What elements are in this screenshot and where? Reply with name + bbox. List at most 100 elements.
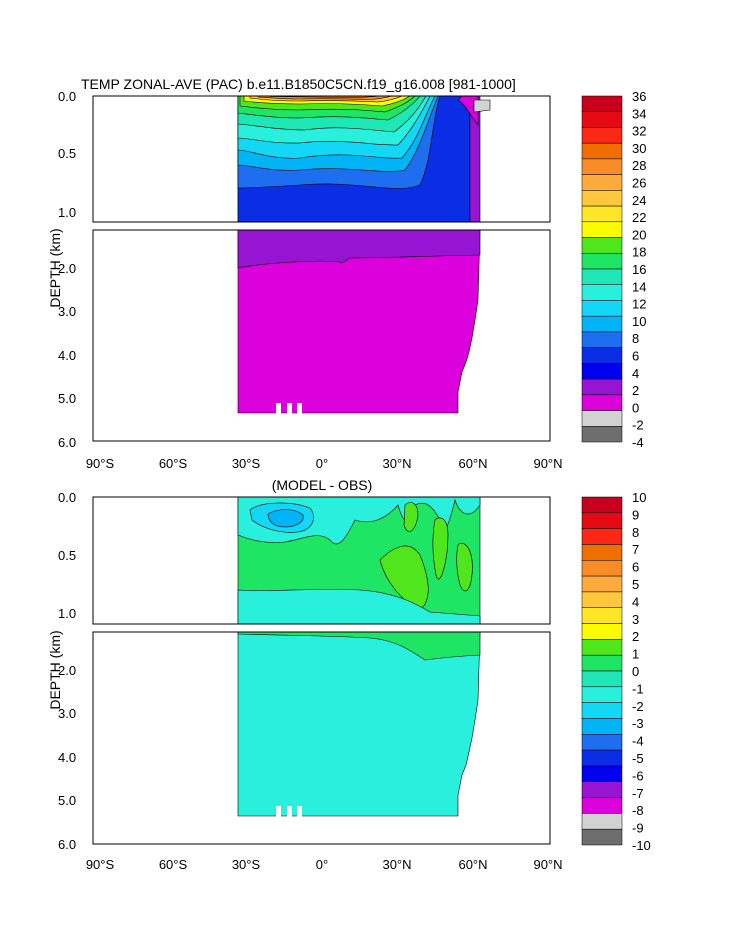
temp-colorbar-swatch xyxy=(581,221,623,238)
diff-y-tick-3: 2.0 xyxy=(58,663,76,678)
diff-colorbar-label: 8 xyxy=(632,525,639,540)
diff-x-tick-2: 30°S xyxy=(232,857,261,872)
temp-colorbar-label: 6 xyxy=(632,349,639,364)
temp-x-tick-0: 90°S xyxy=(86,456,115,471)
temp-colorbar-swatch xyxy=(581,394,623,411)
diff-colorbar-swatch xyxy=(581,813,623,830)
temp-gap-2 xyxy=(287,403,292,414)
temp-colorbar-swatch xyxy=(581,315,623,333)
temp-colorbar-swatch xyxy=(581,300,623,317)
diff-y-tick-7: 6.0 xyxy=(58,837,76,852)
temp-y-label: DEPTH (km) xyxy=(47,228,63,307)
diff-y-tick-6: 5.0 xyxy=(58,793,76,808)
temp-x-axis: 90°S 60°S 30°S 0° 30°N 60°N 90°N xyxy=(86,456,563,471)
diff-colorbar-swatch xyxy=(581,781,623,798)
temp-colorbar-label: 22 xyxy=(632,210,646,225)
temp-y-tick-3: 2.0 xyxy=(58,261,76,276)
diff-upper-field xyxy=(237,497,481,624)
temp-colorbar-label: 10 xyxy=(632,314,646,329)
diff-colorbar-swatch xyxy=(581,544,623,561)
temp-colorbar-label: 26 xyxy=(632,176,646,191)
temp-y-tick-5: 4.0 xyxy=(58,348,76,363)
temp-colorbar-swatch xyxy=(581,158,623,175)
diff-y-axis: 0.0 0.5 1.0 2.0 3.0 4.0 5.0 6.0 DEPTH (k… xyxy=(47,490,76,852)
temp-colorbar-swatch xyxy=(581,363,623,380)
temp-x-tick-3: 0° xyxy=(316,456,328,471)
temp-colorbar-label: 18 xyxy=(632,245,646,260)
diff-colorbar-swatch xyxy=(581,702,623,719)
diff-colorbar-label: 9 xyxy=(632,507,639,522)
diff-colorbar-label: -4 xyxy=(632,734,644,749)
temp-colorbar-swatch xyxy=(581,174,623,191)
temp-colorbar-label: 14 xyxy=(632,279,646,294)
temp-colorbar-label: 20 xyxy=(632,227,646,242)
diff-colorbar-label: -8 xyxy=(632,803,644,818)
diff-region-deep-turquoise xyxy=(237,589,481,624)
diff-colorbar-label: 10 xyxy=(632,490,646,505)
temp-x-tick-2: 30°S xyxy=(232,456,261,471)
temp-lower-frame xyxy=(92,229,551,442)
temp-colorbar-label: 8 xyxy=(632,331,639,346)
diff-region-lime-4 xyxy=(403,502,419,532)
diff-colorbar-swatch xyxy=(581,623,623,640)
diff-x-axis: 90°S 60°S 30°S 0° 30°N 60°N 90°N xyxy=(86,857,563,872)
temp-colorbar-swatch xyxy=(581,190,623,207)
diff-x-tick-6: 90°N xyxy=(533,857,562,872)
temp-x-tick-6: 90°N xyxy=(533,456,562,471)
diff-deep-turquoise xyxy=(237,631,481,817)
diff-colorbar-label: 1 xyxy=(632,647,639,662)
diff-region-lime-2 xyxy=(432,517,449,580)
diff-colorbar-swatch xyxy=(581,686,623,703)
temp-region-ice xyxy=(473,99,491,113)
diff-gap-2 xyxy=(287,806,292,817)
diff-region-blue xyxy=(267,509,304,528)
temp-x-tick-1: 60°S xyxy=(159,456,188,471)
diff-colorbar-swatch xyxy=(581,512,623,529)
temp-colorbar-label: -4 xyxy=(632,435,644,450)
diff-colorbar-label: -3 xyxy=(632,716,644,731)
temp-lower-field xyxy=(237,229,481,414)
diff-colorbar-label: -6 xyxy=(632,768,644,783)
temp-y-axis: 0.0 0.5 1.0 2.0 3.0 4.0 5.0 6.0 DEPTH (k… xyxy=(47,89,76,450)
temp-colorbar-swatch xyxy=(581,378,623,396)
diff-colorbar-label: 4 xyxy=(632,594,639,609)
diff-region-lime-3 xyxy=(456,542,473,592)
diff-colorbar-swatch xyxy=(581,718,623,735)
temp-y-tick-4: 3.0 xyxy=(58,304,76,319)
diff-colorbar-label: 2 xyxy=(632,629,639,644)
diff-x-tick-1: 60°S xyxy=(159,857,188,872)
diff-colorbar-swatch xyxy=(581,797,623,814)
temp-colorbar-swatch xyxy=(581,253,623,270)
temp-y-tick-2: 1.0 xyxy=(58,205,76,220)
diff-y-tick-4: 3.0 xyxy=(58,706,76,721)
diff-x-tick-3: 0° xyxy=(316,857,328,872)
diff-y-tick-1: 0.5 xyxy=(58,548,76,563)
temp-colorbar-swatch xyxy=(581,268,623,285)
diff-y-label: DEPTH (km) xyxy=(47,630,63,709)
temp-gap-1 xyxy=(276,403,281,414)
diff-colorbar-label: -1 xyxy=(632,681,644,696)
temp-colorbar-label: 12 xyxy=(632,297,646,312)
diff-upper-frame xyxy=(92,496,551,625)
diff-x-tick-4: 30°N xyxy=(382,857,411,872)
diff-colorbar-swatch xyxy=(581,560,623,577)
temp-colorbar-label: 36 xyxy=(632,89,646,104)
temp-title: TEMP ZONAL-AVE (PAC) b.e11.B1850C5CN.f19… xyxy=(81,76,516,92)
diff-colorbar-swatch xyxy=(581,654,623,672)
diff-colorbar-swatch xyxy=(581,749,623,767)
temp-colorbar-swatch xyxy=(581,237,623,254)
temp-deep-purple xyxy=(237,229,481,269)
temp-colorbar-swatch xyxy=(581,205,623,223)
temp-colorbar-swatch xyxy=(581,142,623,160)
temp-colorbar-label: 2 xyxy=(632,383,639,398)
diff-colorbar-label: -7 xyxy=(632,786,644,801)
diff-y-tick-5: 4.0 xyxy=(58,750,76,765)
temp-upper-frame xyxy=(92,95,551,223)
temp-colorbar-label: -2 xyxy=(632,418,644,433)
diff-x-tick-5: 60°N xyxy=(458,857,487,872)
temp-colorbar-label: 34 xyxy=(632,106,646,121)
diff-colorbar-swatch xyxy=(581,528,623,545)
diff-colorbar-label: -10 xyxy=(632,838,651,853)
